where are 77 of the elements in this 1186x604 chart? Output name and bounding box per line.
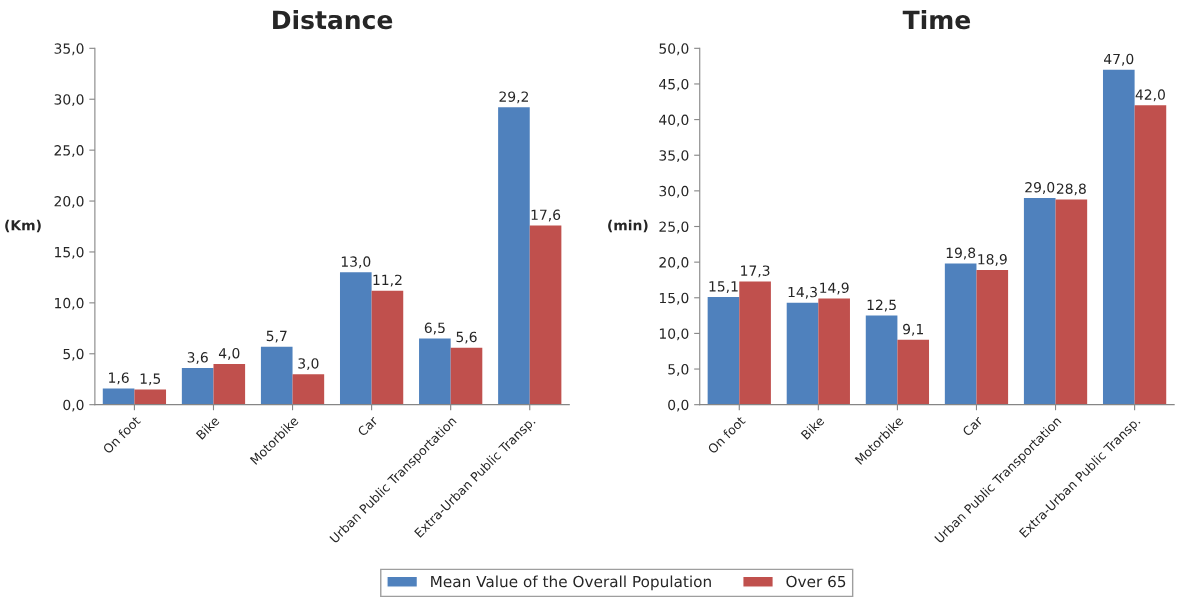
bar bbox=[818, 298, 850, 405]
x-tick-label: On foot bbox=[102, 415, 142, 455]
bar bbox=[1102, 69, 1135, 405]
x-tick-label: Car bbox=[961, 415, 984, 437]
data-label: 29,0 bbox=[1025, 182, 1055, 194]
data-label: 18,9 bbox=[978, 254, 1007, 266]
data-label: 1,5 bbox=[140, 373, 161, 386]
y-tick-label: 15,0 bbox=[55, 246, 84, 259]
y-tick-label: 0,0 bbox=[63, 399, 84, 412]
y-axis-title: (min) bbox=[608, 219, 648, 233]
bar bbox=[739, 281, 771, 405]
bar bbox=[707, 297, 740, 405]
legend-label: Mean Value of the Overall Population bbox=[431, 575, 711, 591]
bar bbox=[292, 374, 325, 405]
y-axis-title: (Km) bbox=[5, 219, 41, 233]
data-label: 6,5 bbox=[424, 322, 445, 335]
x-tick-label: On foot bbox=[707, 415, 746, 455]
y-tick-label: 0,0 bbox=[668, 399, 689, 412]
y-tick-label: 15,0 bbox=[659, 292, 689, 305]
y-tick-label: 25,0 bbox=[54, 145, 84, 158]
bar bbox=[213, 363, 246, 405]
y-tick-label: 45,0 bbox=[659, 78, 689, 91]
data-label: 5,7 bbox=[266, 330, 287, 343]
data-label: 3,0 bbox=[298, 358, 319, 371]
y-tick-label: 35,0 bbox=[659, 150, 689, 163]
bar bbox=[944, 263, 977, 405]
bar bbox=[529, 225, 562, 405]
data-label: 9,1 bbox=[903, 323, 923, 336]
data-label: 17,6 bbox=[531, 209, 561, 222]
bar bbox=[260, 346, 293, 405]
y-tick-label: 10,0 bbox=[659, 328, 689, 341]
bar bbox=[419, 338, 451, 405]
chart-title: Distance bbox=[273, 9, 393, 30]
data-label: 3,6 bbox=[187, 352, 208, 364]
chart-title: Time bbox=[902, 9, 971, 30]
bar bbox=[786, 302, 819, 405]
bar bbox=[897, 339, 930, 405]
bar bbox=[181, 368, 214, 405]
data-label: 11,2 bbox=[373, 274, 402, 287]
y-tick-label: 20,0 bbox=[54, 196, 84, 208]
data-label: 1,6 bbox=[109, 372, 129, 385]
data-label: 29,2 bbox=[499, 91, 528, 104]
bar bbox=[339, 272, 372, 405]
x-tick-label: Car bbox=[357, 415, 379, 437]
bar bbox=[1023, 197, 1056, 405]
data-label: 19,8 bbox=[946, 247, 976, 260]
y-tick-label: 20,0 bbox=[659, 257, 689, 270]
data-label: 14,9 bbox=[820, 282, 849, 295]
legend-label: Over 65 bbox=[786, 575, 846, 588]
bar bbox=[450, 347, 483, 405]
data-label: 5,6 bbox=[456, 331, 477, 344]
data-label: 28,8 bbox=[1056, 183, 1086, 196]
y-tick-label: 5,0 bbox=[668, 364, 689, 376]
y-tick-label: 50,0 bbox=[659, 43, 689, 56]
bar bbox=[865, 315, 898, 405]
data-label: 4,0 bbox=[218, 347, 240, 360]
data-label: 13,0 bbox=[341, 256, 371, 269]
bar bbox=[976, 269, 1009, 405]
y-tick-label: 40,0 bbox=[659, 114, 689, 127]
data-label: 14,3 bbox=[788, 286, 817, 299]
data-label: 47,0 bbox=[1104, 53, 1134, 66]
bar bbox=[498, 107, 530, 405]
data-label: 17,3 bbox=[741, 265, 770, 278]
y-tick-label: 25,0 bbox=[659, 221, 689, 234]
y-tick-label: 35,0 bbox=[54, 43, 84, 56]
data-label: 15,1 bbox=[709, 281, 738, 294]
y-tick-label: 30,0 bbox=[659, 185, 689, 198]
y-tick-label: 5,0 bbox=[63, 348, 84, 361]
y-tick-label: 30,0 bbox=[54, 94, 84, 107]
bar bbox=[1134, 105, 1167, 405]
bar bbox=[371, 290, 404, 405]
bar bbox=[102, 388, 135, 405]
data-label: 12,5 bbox=[867, 299, 896, 312]
bar bbox=[1055, 199, 1088, 405]
y-tick-label: 10,0 bbox=[55, 297, 84, 310]
data-label: 42,0 bbox=[1135, 89, 1165, 102]
bar bbox=[134, 389, 167, 405]
